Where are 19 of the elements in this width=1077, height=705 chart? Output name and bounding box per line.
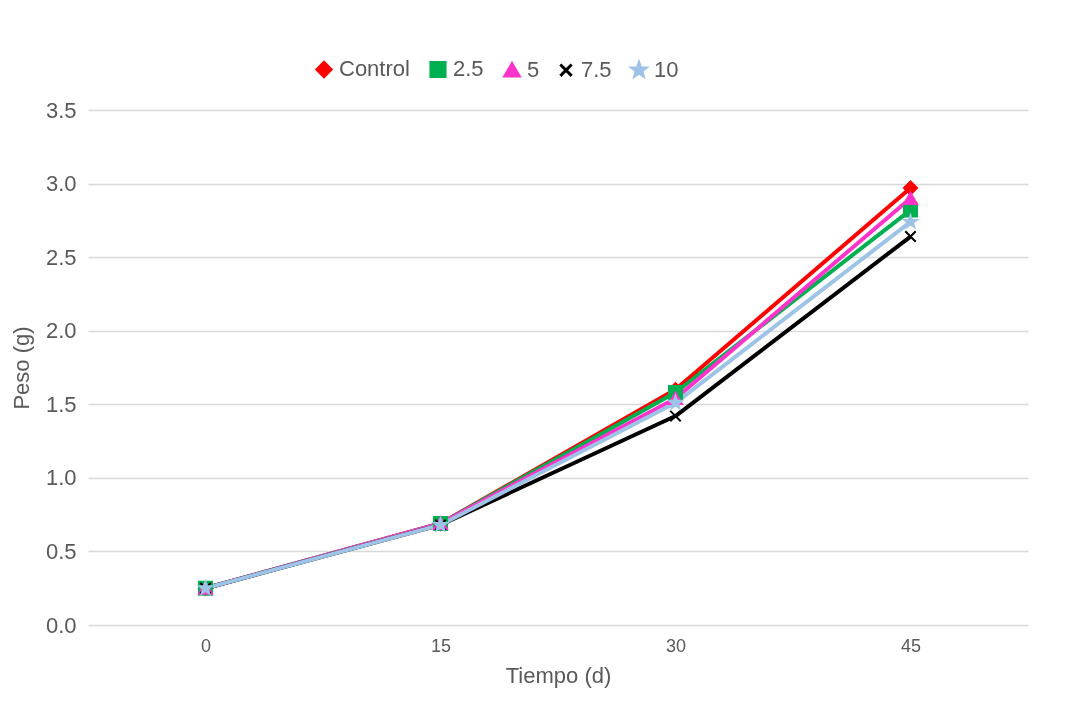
- y-tick-label: 0.0: [45, 612, 77, 638]
- y-tick-label: 3.0: [45, 171, 77, 197]
- x-tick-label: 45: [900, 635, 922, 656]
- legend-label: 2.5: [453, 56, 484, 82]
- x-tick-label: 0: [200, 635, 212, 656]
- y-tick-label: 1.5: [45, 391, 77, 417]
- y-axis-title: Peso (g): [8, 326, 34, 410]
- y-tick-label: 2.0: [45, 318, 77, 344]
- legend-label: 7.5: [581, 57, 612, 83]
- x-tick-label: 15: [430, 635, 452, 656]
- y-tick-label: 3.5: [45, 97, 77, 123]
- legend-label: 5: [527, 56, 540, 82]
- legend-label: 10: [654, 57, 679, 83]
- x-axis-title: Tiempo (d): [505, 662, 612, 688]
- y-tick-label: 2.5: [45, 244, 77, 270]
- y-tick-label: 1.0: [45, 465, 77, 491]
- y-tick-label: 0.5: [45, 538, 77, 564]
- legend-label: Control: [339, 56, 410, 82]
- x-tick-label: 30: [665, 635, 687, 656]
